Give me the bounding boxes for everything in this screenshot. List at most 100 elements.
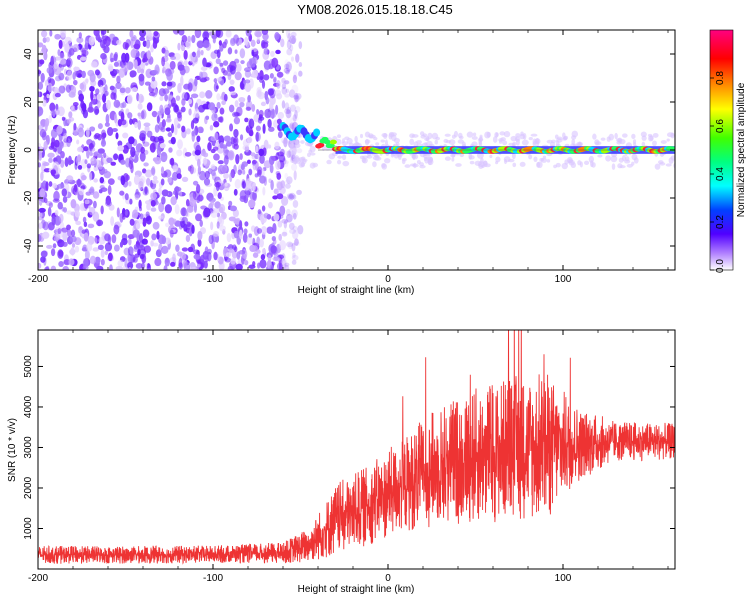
spectrogram-noise-blob bbox=[294, 109, 298, 119]
spectrogram-noise-blob bbox=[285, 114, 293, 125]
spectrogram-noise-blob bbox=[256, 249, 261, 254]
spectrogram-noise-blob bbox=[117, 145, 125, 152]
spectrogram-noise-blob bbox=[126, 94, 133, 105]
spectrogram-noise-blob bbox=[127, 112, 133, 119]
spectrogram-halo-blob bbox=[492, 136, 498, 143]
spectrogram-noise-blob bbox=[111, 39, 115, 45]
spectrogram-halo-blob bbox=[404, 164, 411, 168]
spectrogram-noise-blob bbox=[251, 69, 259, 79]
spectrogram-noise-blob bbox=[196, 40, 204, 49]
spectrogram-halo-blob bbox=[675, 153, 682, 158]
spectrogram-noise-blob bbox=[246, 159, 251, 164]
bottom-y-axis-ticks: 1000 2000 3000 4000 5000 bbox=[23, 355, 675, 540]
spectrogram-noise-blob bbox=[250, 39, 256, 47]
spectrogram-noise-blob bbox=[98, 165, 103, 170]
spectrogram-noise-blob bbox=[111, 234, 117, 244]
spectrogram-halo-blob bbox=[341, 138, 346, 144]
spectrogram-halo-blob bbox=[631, 161, 635, 166]
spectrogram-noise-blob bbox=[167, 177, 172, 184]
spectrogram-noise-blob bbox=[129, 118, 133, 125]
spectrogram-noise-blob bbox=[152, 221, 160, 230]
spectrogram-halo-blob bbox=[648, 135, 654, 142]
spectrogram-noise-blob bbox=[287, 194, 295, 201]
spectrogram-noise-blob bbox=[128, 180, 132, 187]
spectrogram-noise-blob bbox=[90, 157, 97, 165]
spectrogram-halo-blob bbox=[591, 162, 596, 168]
spectrogram-noise-blob bbox=[144, 245, 152, 253]
spectrogram-noise-blob bbox=[51, 215, 56, 226]
spectrogram-noise-blob bbox=[175, 95, 181, 101]
spectrogram-noise-blob bbox=[124, 209, 128, 216]
y-tick-label: 40 bbox=[23, 48, 34, 60]
spectrogram-noise-blob bbox=[160, 151, 168, 163]
spectrogram-track-mark bbox=[329, 139, 337, 145]
spectrogram-noise-blob bbox=[38, 207, 46, 213]
spectrogram-noise-blob bbox=[110, 57, 115, 63]
spectrogram-noise-blob bbox=[59, 58, 67, 65]
spectrogram-noise-blob bbox=[46, 67, 53, 74]
spectrogram-noise-blob bbox=[113, 153, 119, 161]
spectrogram-halo-blob bbox=[359, 133, 364, 139]
spectrogram-noise-blob bbox=[267, 144, 272, 149]
spectrogram-noise-blob bbox=[256, 236, 261, 246]
spectrogram-noise-blob bbox=[276, 193, 284, 200]
spectrogram-noise-blob bbox=[177, 251, 183, 257]
spectrogram-noise-blob bbox=[208, 234, 214, 245]
spectrogram-halo-blob bbox=[608, 133, 615, 141]
spectrogram-noise-blob bbox=[140, 254, 145, 260]
spectrogram-noise-blob bbox=[74, 245, 80, 253]
spectrogram-noise-blob bbox=[53, 61, 59, 69]
spectrogram-noise-blob bbox=[187, 246, 194, 253]
spectrogram-noise-blob bbox=[49, 102, 56, 112]
spectrogram-noise-blob bbox=[200, 49, 204, 56]
spectrogram-noise-blob bbox=[170, 97, 176, 107]
spectrogram-noise-blob bbox=[286, 176, 293, 185]
spectrogram-noise-blob bbox=[104, 84, 108, 93]
spectrogram-noise-blob bbox=[199, 71, 203, 80]
spectrogram-noise-blob bbox=[107, 185, 112, 196]
spectrogram-halo-blob bbox=[631, 133, 636, 140]
spectrogram-noise-blob bbox=[161, 235, 167, 245]
spectrogram-noise-blob bbox=[271, 57, 279, 68]
spectrogram-noise-blob bbox=[193, 249, 200, 255]
spectrogram-noise-blob bbox=[284, 265, 290, 270]
spectrogram-noise-blob bbox=[276, 118, 282, 125]
spectrogram-noise-blob bbox=[197, 230, 203, 241]
spectrogram-noise-blob bbox=[150, 44, 154, 53]
spectrogram-noise-blob bbox=[54, 209, 59, 216]
spectrogram-noise-blob bbox=[196, 196, 201, 204]
spectrogram-noise-blob bbox=[88, 36, 95, 46]
spectrogram-noise-blob bbox=[144, 263, 148, 268]
spectrogram-halo-blob bbox=[309, 152, 316, 156]
spectrogram-noise-blob bbox=[237, 169, 243, 176]
spectrogram-halo-blob bbox=[480, 157, 484, 165]
spectrogram-halo-blob bbox=[383, 158, 391, 164]
spectrogram-halo-blob bbox=[336, 159, 342, 165]
snr-frame bbox=[37, 329, 676, 570]
spectrogram-noise-blob bbox=[136, 65, 141, 74]
spectrogram-noise-blob bbox=[150, 79, 158, 89]
spectrogram-halo-blob bbox=[424, 142, 428, 146]
spectrogram-noise-blob bbox=[113, 69, 120, 74]
spectrogram-noise-blob bbox=[239, 134, 244, 141]
spectrogram-noise-blob bbox=[292, 212, 297, 220]
spectrogram-halo-blob bbox=[458, 135, 464, 140]
spectrogram-noise-blob bbox=[193, 128, 197, 137]
spectrogram-noise-blob bbox=[267, 254, 272, 262]
spectrogram-noise-blob bbox=[235, 263, 243, 270]
spectrogram-noise-blob bbox=[284, 150, 288, 156]
spectrogram-noise-blob bbox=[177, 139, 183, 150]
spectrogram-noise-blob bbox=[166, 71, 173, 82]
spectrogram-halo-blob bbox=[503, 131, 511, 138]
spectrogram-noise-blob bbox=[143, 122, 151, 127]
spectrogram-noise-blob bbox=[89, 150, 93, 157]
spectrogram-noise-blob bbox=[134, 59, 138, 70]
spectrogram-noise-blob bbox=[98, 236, 106, 245]
spectrogram-noise-blob bbox=[61, 188, 68, 197]
spectrogram-halo-blob bbox=[455, 163, 462, 167]
spectrogram-noise-blob bbox=[175, 109, 183, 115]
spectrogram-noise-blob bbox=[293, 170, 297, 181]
spectrogram-noise-blob bbox=[260, 254, 266, 261]
spectrogram-halo-blob bbox=[610, 155, 618, 163]
spectrogram-noise-blob bbox=[135, 262, 143, 269]
